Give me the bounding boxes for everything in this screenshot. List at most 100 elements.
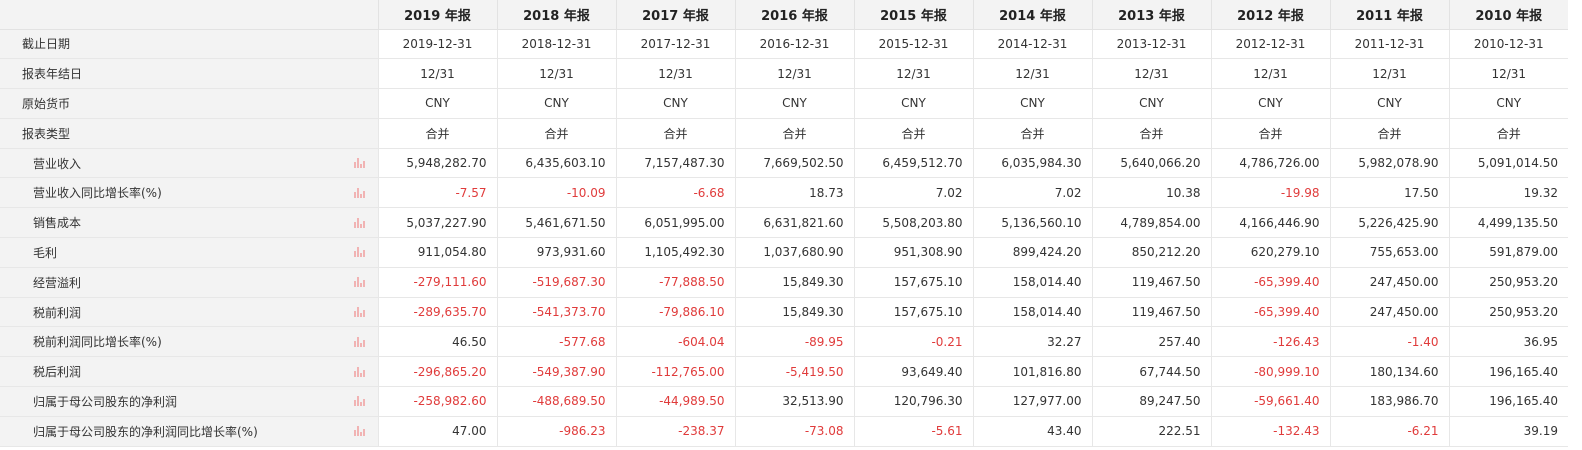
table-cell: 7.02 [853, 177, 973, 209]
year-header[interactable]: 2017 年报 [615, 0, 735, 30]
table-cell: 101,816.80 [972, 356, 1092, 388]
table-cell: -5.61 [853, 416, 973, 447]
table-cell: 12/31 [377, 58, 497, 90]
row-label: 销售成本 [33, 216, 82, 231]
bar-chart-icon[interactable] [353, 336, 366, 347]
table-cell: 257.40 [1091, 326, 1211, 358]
table-cell: 2011-12-31 [1329, 29, 1449, 60]
table-cell: -65,399.40 [1210, 267, 1330, 298]
table-cell: -19.98 [1210, 177, 1330, 209]
year-header[interactable]: 2015 年报 [853, 0, 973, 30]
table-cell: 12/31 [1091, 58, 1211, 90]
row-label: 毛利 [33, 245, 58, 260]
year-header[interactable]: 2012 年报 [1210, 0, 1330, 30]
table-cell: 32.27 [972, 326, 1092, 358]
row-label: 营业收入 [33, 156, 82, 171]
year-header[interactable]: 2016 年报 [734, 0, 854, 30]
table-cell: CNY [972, 88, 1092, 119]
row-label: 税前利润同比增长率(%) [33, 335, 162, 350]
header-corner [0, 0, 378, 30]
table-cell: 222.51 [1091, 416, 1211, 447]
table-cell: 247,450.00 [1329, 297, 1449, 328]
table-cell: 12/31 [615, 58, 735, 90]
table-cell: -1.40 [1329, 326, 1449, 358]
table-cell: 2014-12-31 [972, 29, 1092, 60]
year-header[interactable]: 2019 年报 [377, 0, 497, 30]
year-header[interactable]: 2014 年报 [972, 0, 1092, 30]
table-cell: 15,849.30 [734, 297, 854, 328]
table-row: 经营溢利 -279,111.60 -519,687.30 -77,888.50 15,8… [0, 267, 1568, 298]
table-cell: 2017-12-31 [615, 29, 735, 60]
table-cell: 合并 [615, 118, 735, 149]
table-cell: 7,669,502.50 [734, 148, 854, 179]
table-cell: 89,247.50 [1091, 386, 1211, 417]
table-cell: 合并 [1329, 118, 1449, 149]
table-cell: 5,037,227.90 [377, 207, 497, 239]
table-cell: 合并 [734, 118, 854, 149]
bar-chart-icon[interactable] [353, 187, 366, 198]
table-cell: 1,037,680.90 [734, 237, 854, 268]
table-cell: 127,977.00 [972, 386, 1092, 417]
table-cell: 5,091,014.50 [1448, 148, 1568, 179]
row-label: 原始货币 [0, 88, 378, 119]
table-cell: 180,134.60 [1329, 356, 1449, 388]
row-label: 税前利润 [33, 305, 82, 320]
table-cell: 119,467.50 [1091, 297, 1211, 328]
bar-chart-icon[interactable] [353, 158, 366, 169]
table-cell: 46.50 [377, 326, 497, 358]
bar-chart-icon[interactable] [353, 426, 366, 437]
table-cell: 5,948,282.70 [377, 148, 497, 179]
table-cell: 1,105,492.30 [615, 237, 735, 268]
table-cell: 2019-12-31 [377, 29, 497, 60]
table-cell: 6,459,512.70 [853, 148, 973, 179]
row-label: 报表年结日 [0, 58, 378, 90]
row-label: 归属于母公司股东的净利润 [33, 394, 178, 409]
row-label-cell: 归属于母公司股东的净利润同比增长率(%) [0, 416, 378, 447]
table-cell: -7.57 [377, 177, 497, 209]
table-row: 税前利润同比增长率(%) 46.50 -577.68 -604.04 -89.95 -0.… [0, 326, 1568, 358]
year-header-row: 2019 年报 2018 年报 2017 年报 2016 年报 2015 年报 2014 … [0, 0, 1568, 30]
table-cell: 4,789,854.00 [1091, 207, 1211, 239]
table-cell: 196,165.40 [1448, 356, 1568, 388]
bar-chart-icon[interactable] [353, 307, 366, 318]
year-header[interactable]: 2018 年报 [496, 0, 616, 30]
table-cell: 4,499,135.50 [1448, 207, 1568, 239]
table-cell: 12/31 [1448, 58, 1568, 90]
table-cell: -132.43 [1210, 416, 1330, 447]
table-cell: 911,054.80 [377, 237, 497, 268]
row-label-cell: 税后利润 [0, 356, 378, 388]
bar-chart-icon[interactable] [353, 247, 366, 258]
table-row: 归属于母公司股东的净利润 -258,982.60 -488,689.50 -44,98… [0, 386, 1568, 417]
table-cell: -79,886.10 [615, 297, 735, 328]
bar-chart-icon[interactable] [353, 396, 366, 407]
table-cell: -488,689.50 [496, 386, 616, 417]
table-cell: 93,649.40 [853, 356, 973, 388]
table-cell: 43.40 [972, 416, 1092, 447]
table-cell: 5,461,671.50 [496, 207, 616, 239]
row-label-cell: 营业收入 [0, 148, 378, 179]
table-cell: 合并 [853, 118, 973, 149]
year-header[interactable]: 2011 年报 [1329, 0, 1449, 30]
table-row: 营业收入 5,948,282.70 6,435,603.10 7,157,487.30… [0, 148, 1568, 179]
table-cell: 899,424.20 [972, 237, 1092, 268]
bar-chart-icon[interactable] [353, 366, 366, 377]
row-label: 经营溢利 [33, 275, 82, 290]
table-cell: 4,786,726.00 [1210, 148, 1330, 179]
table-cell: -604.04 [615, 326, 735, 358]
row-label: 截止日期 [0, 29, 378, 60]
bar-chart-icon[interactable] [353, 277, 366, 288]
table-cell: 6,035,984.30 [972, 148, 1092, 179]
table-cell: -10.09 [496, 177, 616, 209]
table-cell: -577.68 [496, 326, 616, 358]
table-cell: 2012-12-31 [1210, 29, 1330, 60]
table-cell: -73.08 [734, 416, 854, 447]
year-header[interactable]: 2013 年报 [1091, 0, 1211, 30]
table-row: 截止日期 2019-12-31 2018-12-31 2017-12-31 2016-1… [0, 29, 1568, 60]
table-cell: 119,467.50 [1091, 267, 1211, 298]
bar-chart-icon[interactable] [353, 217, 366, 228]
table-cell: CNY [377, 88, 497, 119]
year-header[interactable]: 2010 年报 [1448, 0, 1568, 30]
table-cell: -258,982.60 [377, 386, 497, 417]
table-cell: 157,675.10 [853, 267, 973, 298]
row-label-cell: 营业收入同比增长率(%) [0, 177, 378, 209]
